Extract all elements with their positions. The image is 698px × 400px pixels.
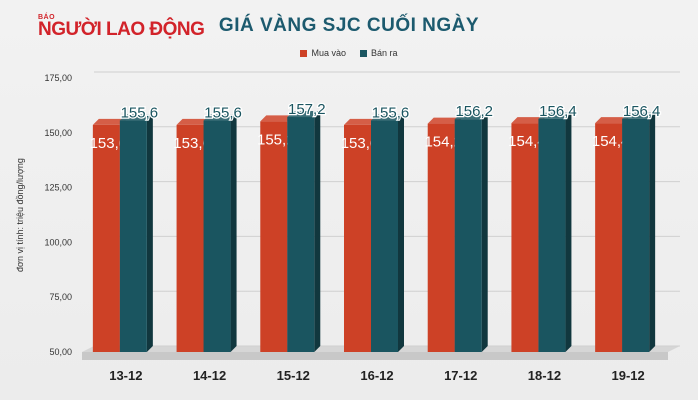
bar-top bbox=[511, 117, 545, 124]
bar-side bbox=[398, 114, 404, 352]
x-tick-label: 13-12 bbox=[109, 368, 142, 383]
y-tick-label: 75,00 bbox=[49, 292, 72, 302]
logo-small-text: BÁO bbox=[38, 14, 56, 21]
data-label: 156,4 bbox=[623, 103, 661, 120]
bar-top bbox=[538, 112, 572, 119]
bar-side bbox=[230, 114, 237, 352]
bar-mua-vao bbox=[92, 124, 120, 352]
bar-mua-vao bbox=[595, 123, 623, 352]
bar-side bbox=[481, 113, 488, 353]
data-label: 153,6 bbox=[90, 135, 128, 152]
bar-top bbox=[119, 114, 153, 121]
data-label: 154,2 bbox=[424, 134, 462, 151]
bar-ban-ra bbox=[287, 117, 315, 352]
legend-item-buy: Mua vào bbox=[300, 48, 346, 58]
newspaper-logo: BÁO NGƯỜI LAO ĐỘNG bbox=[38, 14, 205, 42]
x-tick-label: 17-12 bbox=[444, 368, 477, 383]
bar-top bbox=[454, 113, 488, 120]
y-tick-label: 100,00 bbox=[44, 237, 72, 247]
x-tick-label: 19-12 bbox=[612, 368, 645, 383]
data-label: 155,2 bbox=[257, 131, 295, 148]
chart-title: GIÁ VÀNG SJC CUỐI NGÀY bbox=[218, 15, 480, 36]
bar-ban-ra bbox=[622, 118, 650, 352]
bar-top bbox=[92, 118, 126, 125]
data-label: 155,6 bbox=[121, 105, 159, 122]
bar-ban-ra bbox=[454, 119, 482, 353]
x-tick-label: 15-12 bbox=[277, 368, 310, 383]
legend-label-buy: Mua vào bbox=[311, 48, 346, 58]
legend-swatch-sell bbox=[360, 49, 367, 57]
legend-item-sell: Bán ra bbox=[360, 48, 398, 58]
bar-side bbox=[146, 114, 153, 352]
data-label: 156,4 bbox=[539, 103, 577, 120]
legend-swatch-buy bbox=[300, 49, 308, 57]
bar-mua-vao bbox=[511, 123, 539, 352]
bar-side bbox=[314, 111, 321, 352]
bar-mua-vao bbox=[427, 123, 455, 352]
bar-top bbox=[287, 111, 321, 118]
bar-top bbox=[371, 114, 404, 121]
bar-ban-ra bbox=[203, 120, 231, 352]
y-tick-label: 175,00 bbox=[44, 73, 72, 83]
logo-main-text: NGƯỜI LAO ĐỘNG bbox=[38, 19, 205, 40]
y-tick-label: 50,00 bbox=[49, 347, 72, 357]
bar-ban-ra bbox=[538, 118, 566, 352]
bar-ban-ra bbox=[371, 120, 398, 352]
bar-mua-vao bbox=[260, 121, 288, 352]
bar-top bbox=[622, 112, 656, 119]
bar-side bbox=[565, 112, 572, 352]
y-tick-label: 125,00 bbox=[44, 183, 72, 193]
bar-top bbox=[595, 117, 629, 124]
bar-top bbox=[176, 118, 210, 125]
chart-legend: Mua vào Bán ra bbox=[0, 48, 698, 58]
data-label: 154,4 bbox=[508, 133, 546, 150]
bar-ban-ra bbox=[119, 120, 147, 352]
chart-floor-edge bbox=[82, 352, 668, 360]
bar-mua-vao bbox=[344, 124, 371, 352]
data-label: 153,6 bbox=[341, 135, 379, 152]
y-tick-label: 150,00 bbox=[44, 128, 72, 138]
data-label: 156,2 bbox=[455, 103, 493, 120]
data-label: 155,6 bbox=[372, 105, 410, 122]
bar-mua-vao bbox=[176, 124, 204, 352]
data-label: 157,2 bbox=[288, 101, 326, 118]
bar-top bbox=[203, 114, 237, 121]
bar-top bbox=[344, 118, 377, 125]
legend-label-sell: Bán ra bbox=[371, 48, 398, 58]
data-label: 155,6 bbox=[204, 105, 242, 122]
data-label: 153,6 bbox=[173, 135, 211, 152]
data-label: 154,4 bbox=[592, 133, 630, 150]
bar-top bbox=[427, 117, 461, 124]
x-tick-label: 16-12 bbox=[360, 368, 393, 383]
x-tick-label: 14-12 bbox=[193, 368, 226, 383]
bar-top bbox=[260, 115, 294, 122]
bar-side bbox=[649, 112, 656, 352]
x-tick-label: 18-12 bbox=[528, 368, 561, 383]
